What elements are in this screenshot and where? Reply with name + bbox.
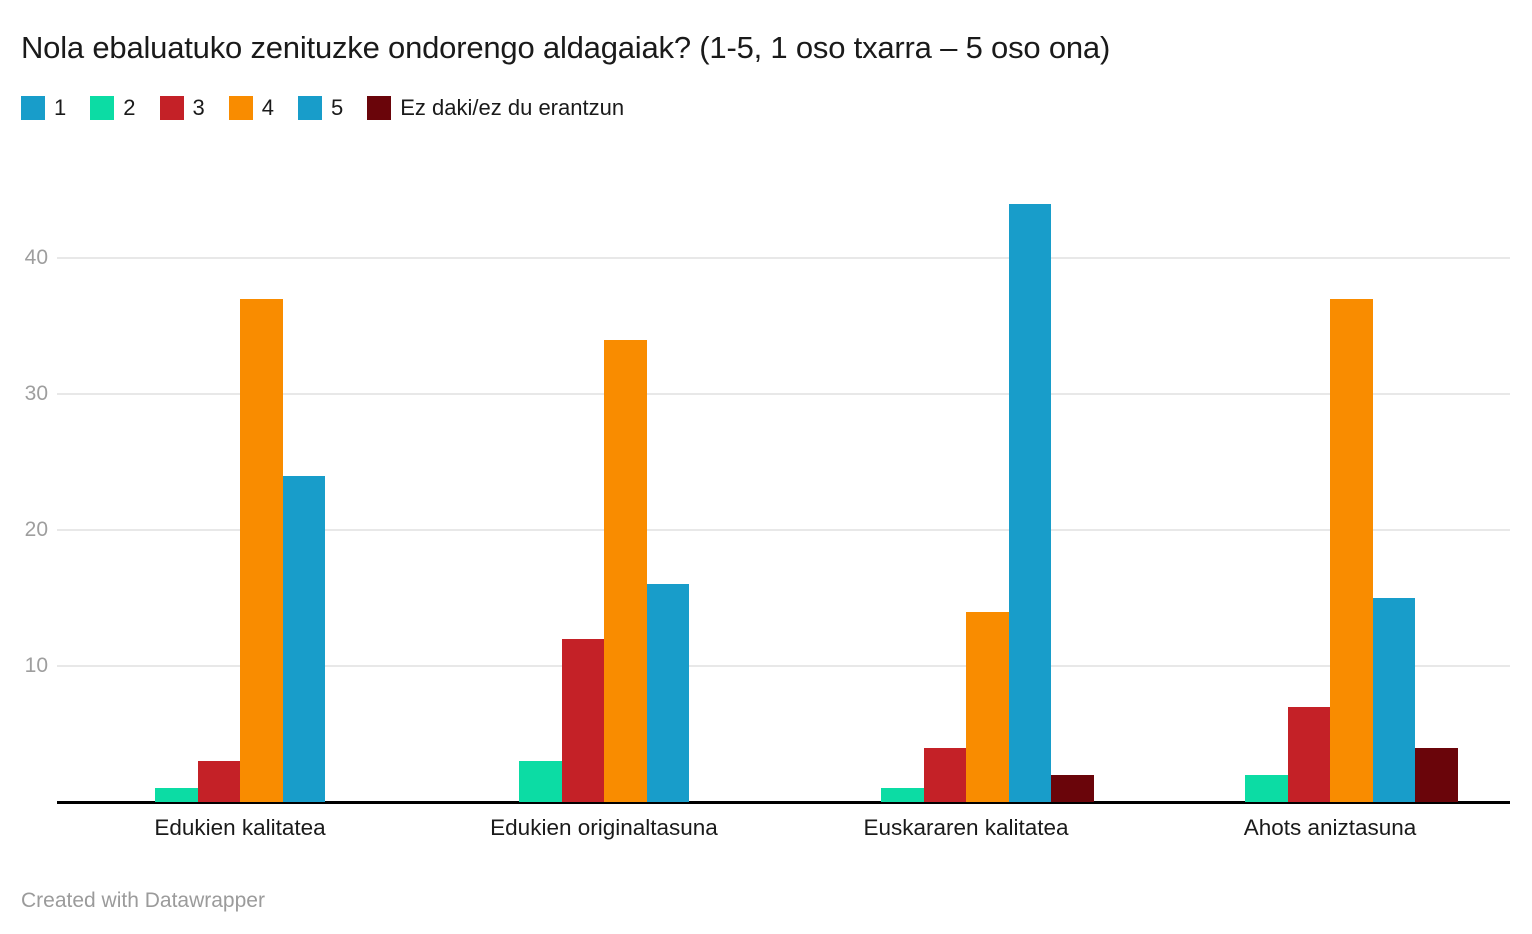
- legend-item: 1: [21, 96, 66, 120]
- y-axis-tick-label: 40: [24, 246, 48, 269]
- x-axis-category-label: Ahots aniztasuna: [1243, 815, 1417, 840]
- y-axis-tick-label: 30: [24, 382, 48, 405]
- x-axis-category-label: Euskararen kalitatea: [863, 815, 1069, 840]
- x-axis-category-label: Edukien originaltasuna: [490, 815, 718, 840]
- gridline: [57, 529, 1510, 531]
- bar: [646, 584, 689, 802]
- legend-swatch: [298, 96, 322, 120]
- gridline: [57, 393, 1510, 395]
- bar: [1372, 598, 1415, 802]
- bar: [155, 788, 198, 802]
- legend-swatch: [367, 96, 392, 120]
- legend-label: 3: [192, 95, 205, 120]
- legend-item: 2: [90, 95, 136, 120]
- bar: [1008, 203, 1051, 802]
- gridline: [57, 257, 1510, 259]
- x-axis-baseline: [57, 801, 1510, 804]
- bar: [240, 298, 283, 802]
- legend-item: Ez daki/ez du erantzun: [367, 96, 624, 120]
- y-axis-tick-label: 20: [24, 518, 48, 541]
- legend-swatch: [228, 96, 253, 120]
- legend-item: 4: [228, 95, 274, 120]
- chart-title: Nola ebaluatuko zenituzke ondorengo alda…: [21, 30, 1111, 65]
- bar: [881, 788, 924, 802]
- bar: [1051, 774, 1094, 802]
- legend-label: 1: [54, 95, 67, 120]
- gridline: [57, 665, 1510, 667]
- datawrapper-credit[interactable]: Created with Datawrapper: [21, 889, 265, 912]
- bar: [966, 611, 1009, 802]
- bar: [1245, 774, 1288, 802]
- legend-swatch: [90, 96, 115, 120]
- bar: [1415, 747, 1458, 802]
- x-axis-category-label: Edukien kalitatea: [154, 815, 326, 840]
- legend-label: Ez daki/ez du erantzun: [400, 95, 625, 120]
- bar: [197, 761, 240, 802]
- legend-label: 4: [261, 95, 274, 120]
- legend-item: 3: [159, 95, 205, 120]
- bar: [1330, 298, 1373, 802]
- legend-label: 5: [331, 95, 344, 120]
- bar: [519, 761, 562, 802]
- bar: [282, 475, 325, 802]
- legend-swatch: [21, 96, 45, 120]
- bar: [561, 638, 604, 802]
- legend-swatch: [159, 96, 184, 120]
- bar: [1287, 706, 1330, 802]
- legend-item: 5: [298, 96, 343, 120]
- legend-label: 2: [123, 95, 136, 120]
- chart-legend: 1 2 3 4 5 Ez daki/ez du erantzun: [21, 96, 648, 120]
- y-axis-tick-label: 10: [24, 654, 48, 677]
- bar: [923, 747, 966, 802]
- bar: [604, 339, 647, 802]
